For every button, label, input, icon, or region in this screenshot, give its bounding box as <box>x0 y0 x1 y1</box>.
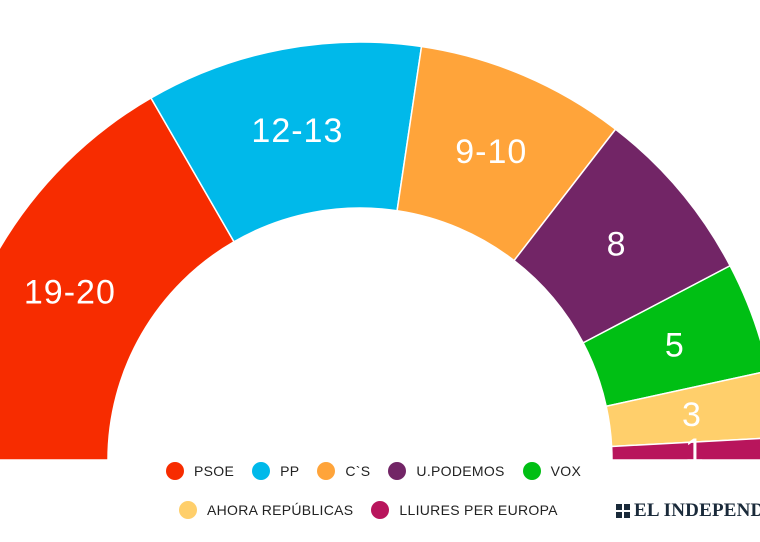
legend-label: U.PODEMOS <box>416 463 505 479</box>
legend-item-u-podemos: U.PODEMOS <box>388 462 504 480</box>
legend-label: C`S <box>345 463 371 479</box>
legend-label: PSOE <box>194 463 235 479</box>
data-label-vox: 5 <box>665 326 685 364</box>
legend-item-pp: PP <box>252 462 299 480</box>
legend-item-vox: VOX <box>522 462 582 480</box>
legend-label: PP <box>280 463 300 479</box>
data-label-c-s: 9-10 <box>455 133 527 171</box>
grid-logo-icon <box>616 504 630 518</box>
legend-row-1: PSOE PP C`S U.PODEMOS VOX <box>166 462 599 480</box>
data-label-lliures-per-europa: 1 <box>685 432 705 470</box>
legend-swatch <box>522 462 541 480</box>
legend-label: VOX <box>550 463 582 479</box>
brand-name: EL INDEPENDI <box>634 500 760 521</box>
data-label-u-podemos: 8 <box>607 226 627 264</box>
legend-swatch <box>166 462 184 480</box>
legend-swatch <box>388 462 407 480</box>
legend-item-ahora-rep-blicas: AHORA REPÚBLICAS <box>179 501 353 519</box>
brand-logo: EL INDEPENDI <box>616 500 760 522</box>
legend-label: LLIURES PER EUROPA <box>399 502 558 518</box>
legend-row-2: AHORA REPÚBLICAS LLIURES PER EUROPA <box>179 501 576 519</box>
legend-swatch <box>317 462 336 480</box>
data-label-psoe: 19-20 <box>24 274 116 312</box>
legend-label: AHORA REPÚBLICAS <box>207 502 354 518</box>
legend-swatch <box>179 501 197 519</box>
segment-lliures-per-europa <box>610 437 760 461</box>
legend-swatch <box>371 501 390 519</box>
segment-psoe <box>0 96 236 461</box>
data-label-ahora-rep-blicas: 3 <box>682 396 702 434</box>
legend-item-lliures-per-europa: LLIURES PER EUROPA <box>371 501 558 519</box>
data-label-pp: 12-13 <box>251 112 343 150</box>
legend-swatch <box>252 462 271 480</box>
legend-item-c-s: C`S <box>317 462 370 480</box>
legend-item-psoe: PSOE <box>166 462 234 480</box>
